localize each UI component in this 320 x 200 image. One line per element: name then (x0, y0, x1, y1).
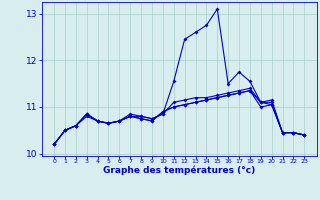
X-axis label: Graphe des températures (°c): Graphe des températures (°c) (103, 166, 255, 175)
